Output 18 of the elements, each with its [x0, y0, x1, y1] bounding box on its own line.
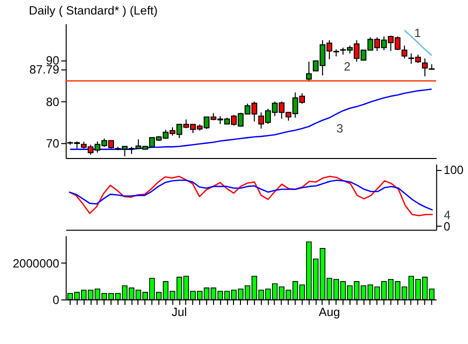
line-series	[404, 30, 432, 56]
line-series	[68, 176, 434, 216]
line-series	[70, 88, 432, 150]
candlestick	[306, 61, 312, 82]
annotation: 3	[336, 121, 344, 136]
x-tick-label: Aug	[318, 304, 340, 319]
y-tick-label: 80	[46, 95, 60, 110]
y-tick-label: 100	[444, 163, 464, 178]
annotation: 1	[414, 26, 422, 40]
y-tick-label: 0	[52, 292, 60, 307]
chart-title: Daily ( Standard* ) (Left)	[28, 4, 158, 18]
y-tick-label: 70	[46, 136, 60, 151]
candlestick	[428, 64, 435, 70]
y-tick-label: 2000000	[12, 256, 60, 270]
annotation: 2	[344, 60, 351, 74]
candlestick	[422, 58, 428, 77]
line-series	[68, 180, 434, 211]
x-tick-label: Jul	[172, 304, 187, 319]
